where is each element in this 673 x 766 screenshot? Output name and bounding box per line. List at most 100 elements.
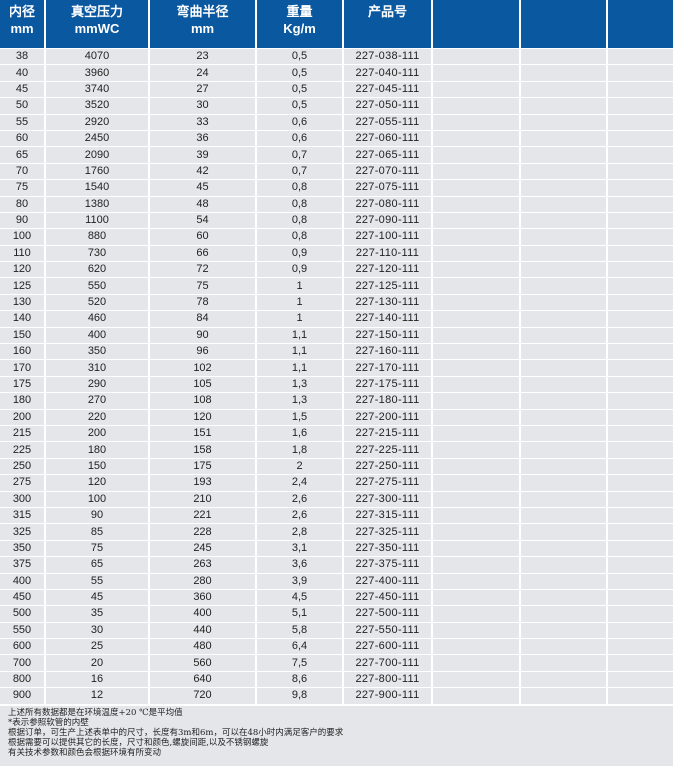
cell-product-number: 227-065-111 [344,147,431,163]
cell-weight: 1 [257,278,342,294]
table-row: 600 25 480 6,4 227-600-111 [0,639,673,655]
cell-blank-3 [608,540,673,557]
cell-bend-radius: 105 [150,376,255,393]
cell-blank-3 [608,393,673,409]
cell-blank-3 [608,655,673,671]
cell-blank-1 [433,196,519,212]
cell-product-number: 227-900-111 [344,688,431,704]
cell-product-number: 227-050-111 [344,98,431,114]
cell-inner-diameter: 65 [0,147,44,163]
cell-bend-radius: 102 [150,360,255,376]
table-row: 130 520 78 1 227-130-111 [0,294,673,311]
cell-blank-2 [521,507,606,524]
cell-blank-2 [521,622,606,639]
table-row: 150 400 90 1,1 227-150-111 [0,327,673,344]
cell-bend-radius: 36 [150,130,255,147]
cell-vacuum-pressure: 3960 [46,65,148,81]
cell-blank-1 [433,278,519,294]
cell-blank-3 [608,606,673,622]
cell-blank-2 [521,196,606,212]
cell-vacuum-pressure: 1380 [46,196,148,212]
cell-blank-3 [608,49,673,65]
cell-inner-diameter: 300 [0,491,44,507]
cell-weight: 2,8 [257,524,342,540]
cell-weight: 0,8 [257,196,342,212]
cell-blank-2 [521,180,606,196]
cell-blank-3 [608,81,673,98]
cell-bend-radius: 640 [150,671,255,688]
cell-inner-diameter: 900 [0,688,44,704]
cell-blank-1 [433,360,519,376]
cell-inner-diameter: 325 [0,524,44,540]
cell-blank-1 [433,114,519,130]
cell-blank-2 [521,475,606,491]
cell-inner-diameter: 160 [0,344,44,360]
cell-weight: 1,3 [257,393,342,409]
cell-blank-1 [433,98,519,114]
cell-blank-2 [521,688,606,704]
cell-blank-1 [433,655,519,671]
cell-bend-radius: 42 [150,163,255,180]
cell-blank-3 [608,491,673,507]
cell-weight: 6,4 [257,639,342,655]
cell-bend-radius: 720 [150,688,255,704]
cell-bend-radius: 27 [150,81,255,98]
cell-product-number: 227-045-111 [344,81,431,98]
cell-inner-diameter: 350 [0,540,44,557]
cell-blank-2 [521,327,606,344]
cell-blank-2 [521,294,606,311]
cell-bend-radius: 54 [150,212,255,229]
cell-blank-1 [433,212,519,229]
cell-inner-diameter: 450 [0,589,44,606]
cell-vacuum-pressure: 90 [46,507,148,524]
cell-product-number: 227-125-111 [344,278,431,294]
footnote-line: 上述所有数据都是在环境温度+20 ℃是平均值 [8,707,183,718]
cell-blank-1 [433,540,519,557]
cell-blank-1 [433,622,519,639]
cell-vacuum-pressure: 550 [46,278,148,294]
cell-product-number: 227-070-111 [344,163,431,180]
cell-bend-radius: 151 [150,425,255,442]
cell-blank-3 [608,294,673,311]
cell-blank-2 [521,245,606,262]
cell-blank-2 [521,212,606,229]
cell-weight: 1,6 [257,425,342,442]
cell-blank-3 [608,163,673,180]
header-label: 真空压力 [70,4,123,19]
header-blank-1 [433,0,519,48]
cell-product-number: 227-200-111 [344,409,431,425]
cell-inner-diameter: 110 [0,245,44,262]
cell-bend-radius: 440 [150,622,255,639]
header-vacuum-pressure: 真空压力 mmWC [46,0,148,48]
cell-blank-2 [521,458,606,475]
table-row: 110 730 66 0,9 227-110-111 [0,245,673,262]
cell-blank-2 [521,49,606,65]
cell-bend-radius: 75 [150,278,255,294]
cell-blank-1 [433,442,519,458]
header-blank-2 [521,0,606,48]
cell-blank-1 [433,671,519,688]
cell-blank-1 [433,393,519,409]
table-row: 550 30 440 5,8 227-550-111 [0,622,673,639]
header-weight: 重量 Kg/m [257,0,342,48]
table-row: 40 3960 24 0,5 227-040-111 [0,65,673,81]
cell-blank-2 [521,163,606,180]
table-row: 500 35 400 5,1 227-500-111 [0,606,673,622]
table-row: 180 270 108 1,3 227-180-111 [0,393,673,409]
cell-blank-2 [521,639,606,655]
cell-product-number: 227-500-111 [344,606,431,622]
cell-blank-3 [608,688,673,704]
cell-product-number: 227-120-111 [344,262,431,278]
table-row: 700 20 560 7,5 227-700-111 [0,655,673,671]
cell-bend-radius: 400 [150,606,255,622]
table-row: 45 3740 27 0,5 227-045-111 [0,81,673,98]
cell-inner-diameter: 550 [0,622,44,639]
cell-vacuum-pressure: 290 [46,376,148,393]
table-row: 140 460 84 1 227-140-111 [0,311,673,327]
cell-blank-2 [521,524,606,540]
cell-inner-diameter: 40 [0,65,44,81]
cell-product-number: 227-080-111 [344,196,431,212]
cell-vacuum-pressure: 4070 [46,49,148,65]
cell-vacuum-pressure: 25 [46,639,148,655]
cell-blank-1 [433,409,519,425]
